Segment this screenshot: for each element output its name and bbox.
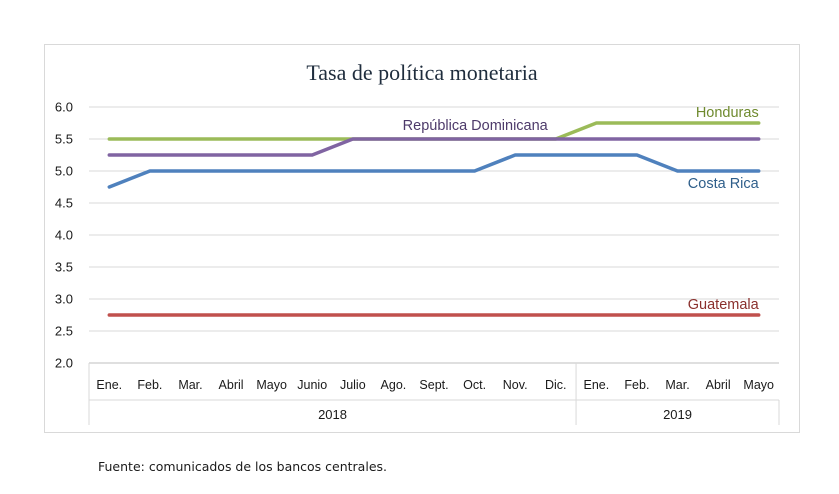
x-tick-label: Mar. (178, 378, 202, 392)
x-tick-label: Dic. (545, 378, 567, 392)
series-line-republica-dominicana (107, 137, 761, 157)
x-tick-label: Mar. (665, 378, 689, 392)
x-tick-label: Feb. (137, 378, 162, 392)
y-tick-label: 5.5 (55, 132, 73, 147)
x-tick-label: Ene. (96, 378, 122, 392)
x-axis: Ene. Feb. Mar. Abril Mayo Junio Julio Ago. Sept.… (88, 363, 780, 425)
chart-frame (44, 44, 800, 433)
x-tick-label: Abril (219, 378, 244, 392)
x-tick-label: Feb. (624, 378, 649, 392)
chart-title: Tasa de política monetaria (306, 60, 537, 85)
source-note: Fuente: comunicados de los bancos centra… (98, 459, 387, 474)
y-tick-label: 5.0 (55, 164, 73, 179)
series-label-republica-dominicana: República Dominicana (403, 118, 549, 134)
series-label-guatemala: Guatemala (688, 297, 760, 313)
x-tick-label: Ene. (583, 378, 609, 392)
x-tick-label: Mayo (256, 378, 287, 392)
y-tick-label: 2.0 (55, 356, 73, 371)
year-label: 2018 (318, 407, 347, 422)
series-label-honduras: Honduras (696, 105, 759, 121)
y-tick-label: 2.5 (55, 324, 73, 339)
x-tick-label: Junio (297, 378, 327, 392)
x-tick-label: Oct. (463, 378, 486, 392)
y-tick-label: 3.0 (55, 292, 73, 307)
grid (89, 106, 779, 364)
series-label-costa-rica: Costa Rica (688, 176, 760, 192)
y-tick-label: 4.0 (55, 228, 73, 243)
x-tick-label: Abril (706, 378, 731, 392)
y-tick-label: 3.5 (55, 260, 73, 275)
x-tick-label: Mayo (743, 378, 774, 392)
x-tick-label: Julio (340, 378, 366, 392)
x-tick-label: Nov. (503, 378, 528, 392)
series-lines (107, 121, 761, 317)
x-tick-label: Ago. (381, 378, 407, 392)
y-axis: 2.0 2.5 3.0 3.5 4.0 4.5 5.0 5.5 6.0 (55, 100, 73, 371)
year-label: 2019 (663, 407, 692, 422)
y-tick-label: 6.0 (55, 100, 73, 115)
series-line-costa-rica (107, 153, 761, 189)
x-tick-label: Sept. (419, 378, 448, 392)
y-tick-label: 4.5 (55, 196, 73, 211)
series-labels: Honduras República Dominicana Costa Rica Gu… (403, 105, 760, 313)
